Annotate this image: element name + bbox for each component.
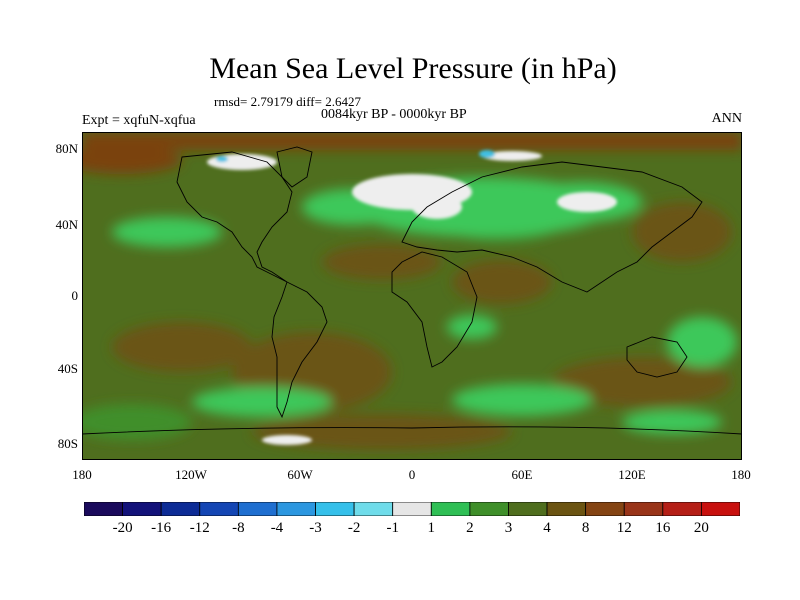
colorbar-swatch bbox=[623, 502, 664, 516]
stats-text: rmsd= 2.79179 diff= 2.6427 bbox=[214, 94, 361, 109]
pressure-region bbox=[667, 317, 737, 367]
pressure-region bbox=[82, 146, 182, 174]
map-frame bbox=[82, 132, 742, 460]
coastline bbox=[391, 251, 478, 368]
lat-label: 40N bbox=[55, 217, 78, 232]
colorbar-tick-label: 2 bbox=[466, 520, 474, 536]
lat-label: 80S bbox=[57, 436, 78, 451]
colorbar-swatch bbox=[122, 502, 162, 516]
pressure-region bbox=[557, 192, 617, 212]
pressure-region bbox=[252, 414, 512, 450]
experiment-label: Expt = xqfuN-xqfua bbox=[82, 113, 196, 128]
colorbar-tick-label: -12 bbox=[189, 520, 210, 536]
coastline bbox=[276, 146, 313, 188]
colorbar-swatch bbox=[276, 502, 316, 516]
colorbar-swatch bbox=[84, 502, 123, 516]
pressure-region bbox=[262, 435, 312, 445]
pressure-map bbox=[82, 132, 742, 460]
colorbar-tick-label: -2 bbox=[347, 520, 361, 536]
lon-label: 180 bbox=[72, 467, 92, 482]
pressure-region bbox=[112, 217, 222, 247]
colorbar-tick-label: -3 bbox=[309, 520, 322, 536]
colorbar-swatch bbox=[701, 502, 740, 516]
lon-label: 60E bbox=[511, 467, 533, 482]
pressure-region bbox=[216, 156, 228, 162]
pressure-region bbox=[482, 151, 542, 161]
pressure-region bbox=[192, 387, 332, 417]
colorbar-tick-label: 8 bbox=[581, 520, 590, 536]
colorbar-tick-label: -20 bbox=[112, 520, 133, 536]
colorbar-swatch bbox=[508, 502, 548, 516]
coastline bbox=[626, 336, 688, 378]
lon-label: 0 bbox=[408, 467, 416, 482]
coastline bbox=[271, 281, 328, 419]
colorbar-swatch bbox=[430, 502, 471, 516]
pressure-region bbox=[322, 244, 442, 280]
coastline bbox=[82, 426, 742, 435]
pressure-region bbox=[452, 384, 592, 416]
colorbar-swatch bbox=[469, 502, 509, 516]
pressure-region bbox=[479, 150, 495, 158]
pressure-region bbox=[447, 315, 497, 339]
colorbar-swatch bbox=[662, 502, 702, 516]
pressure-region bbox=[632, 202, 732, 262]
pressure-region bbox=[622, 410, 722, 434]
period-subtitle: 0084kyr BP - 0000kyr BP bbox=[321, 107, 467, 122]
colorbar bbox=[84, 502, 740, 516]
pressure-region bbox=[412, 195, 462, 219]
pressure-region bbox=[552, 357, 732, 407]
colorbar-swatch bbox=[315, 502, 355, 516]
lon-label: 180 bbox=[731, 467, 751, 482]
colorbar-tick-label: -4 bbox=[270, 520, 284, 536]
colorbar-swatch bbox=[160, 502, 201, 516]
coastline bbox=[401, 161, 703, 293]
colorbar-tick-label: 1 bbox=[427, 520, 436, 536]
colorbar-tick-label: -8 bbox=[232, 520, 245, 536]
colorbar-swatch bbox=[546, 502, 587, 516]
colorbar-swatch bbox=[585, 502, 625, 516]
chart-title: Mean Sea Level Pressure (in hPa) bbox=[209, 52, 617, 85]
colorbar-tick-label: -16 bbox=[151, 520, 172, 536]
season-label: ANN bbox=[711, 111, 742, 126]
colorbar-swatch bbox=[199, 502, 239, 516]
colorbar-tick-label: 12 bbox=[616, 520, 632, 536]
lon-label: 120W bbox=[175, 467, 207, 482]
colorbar-swatch bbox=[392, 502, 432, 516]
lon-label: 120E bbox=[618, 467, 646, 482]
colorbar-swatch bbox=[237, 502, 278, 516]
lat-label: 40S bbox=[57, 361, 78, 376]
pressure-region bbox=[112, 322, 252, 372]
pressure-region bbox=[82, 132, 742, 150]
colorbar-tick-label: 3 bbox=[504, 520, 513, 536]
colorbar-tick-label: 20 bbox=[693, 520, 709, 536]
colorbar-tick-label: 4 bbox=[543, 520, 551, 536]
colorbar-swatch bbox=[353, 502, 394, 516]
colorbar-tick-label: 16 bbox=[655, 520, 671, 536]
pressure-region bbox=[452, 260, 552, 304]
lon-label: 60W bbox=[287, 467, 313, 482]
colorbar-tick-label: -1 bbox=[386, 520, 399, 536]
lat-label: 0 bbox=[71, 288, 79, 303]
lat-label: 80N bbox=[55, 141, 78, 156]
